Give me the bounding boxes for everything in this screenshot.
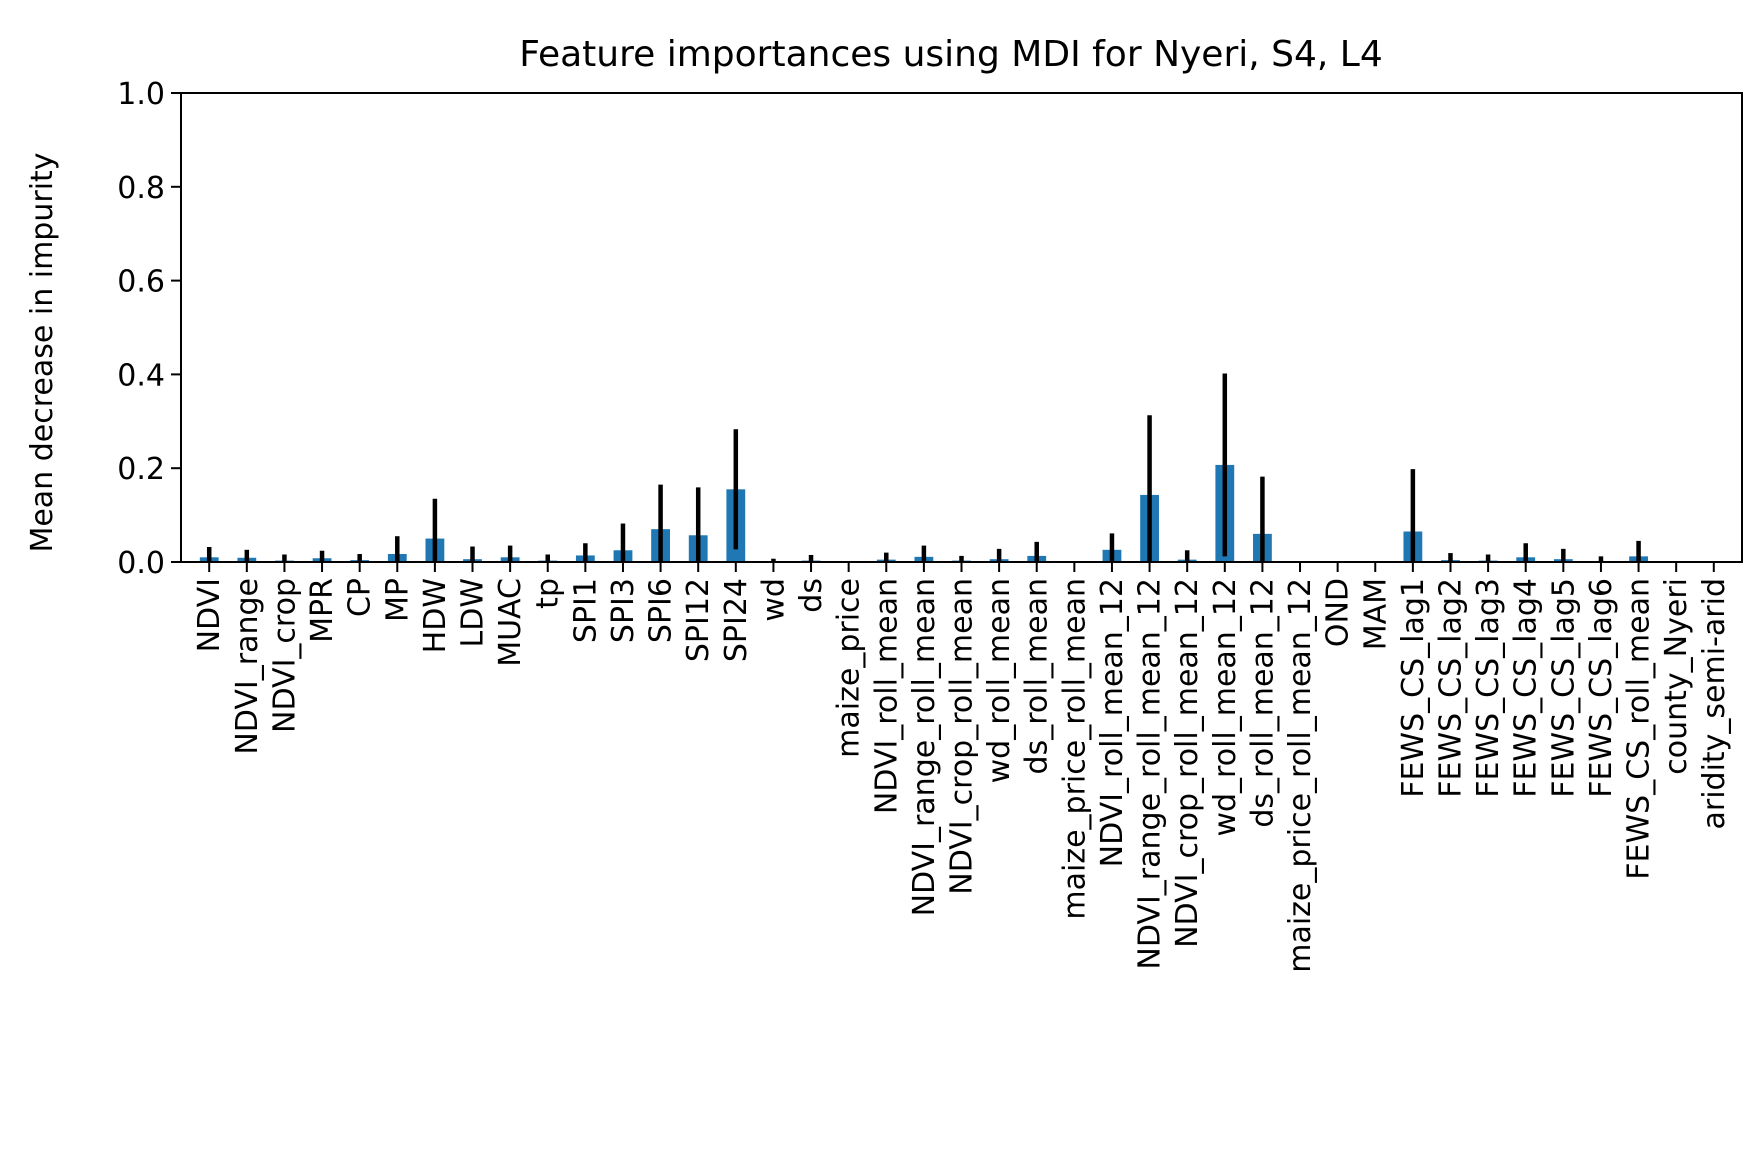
- x-tick-label: NDVI_range_roll_mean_12: [1133, 578, 1168, 970]
- x-tick-label: NDVI_roll_mean_12: [1095, 578, 1130, 867]
- x-tick-label: aridity_semi-arid: [1697, 578, 1732, 830]
- x-tick-label: maize_price: [832, 578, 867, 758]
- x-tick-label: SPI1: [568, 578, 603, 643]
- x-tick-label: MUAC: [493, 578, 528, 667]
- x-tick-label: SPI3: [606, 578, 641, 643]
- x-tick-label: SPI12: [681, 578, 716, 662]
- y-tick-label: 1.0: [117, 77, 165, 112]
- x-tick-label: NDVI_roll_mean: [869, 578, 904, 814]
- x-tick-label: CP: [343, 578, 378, 617]
- x-tick-label: HDW: [418, 578, 453, 653]
- x-tick-label: FEWS_CS_lag3: [1471, 578, 1506, 798]
- x-tick-label: LDW: [456, 578, 491, 647]
- y-tick-label: 0.4: [117, 358, 165, 393]
- x-tick-label: NDVI_range: [230, 578, 265, 755]
- x-tick-label: MPR: [305, 578, 340, 643]
- x-tick-label: NDVI_crop_roll_mean_12: [1170, 578, 1205, 948]
- y-tick-label: 0.8: [117, 171, 165, 206]
- x-tick-label: FEWS_CS_roll_mean: [1622, 578, 1657, 880]
- x-tick-label: maize_price_roll_mean_12: [1283, 578, 1318, 973]
- x-tick-label: FEWS_CS_lag6: [1584, 578, 1619, 798]
- x-tick-label: MP: [380, 578, 415, 622]
- y-tick-label: 0.6: [117, 265, 165, 300]
- x-tick-label: ds_roll_mean_12: [1245, 578, 1280, 828]
- x-tick-label: FEWS_CS_lag2: [1433, 578, 1468, 798]
- x-tick-label: OND: [1321, 578, 1356, 647]
- x-tick-label: NDVI_crop_roll_mean: [945, 578, 980, 895]
- x-tick-label: county_Nyeri: [1659, 578, 1694, 775]
- y-tick-label: 0.0: [117, 546, 165, 581]
- x-tick-label: wd_roll_mean_12: [1208, 578, 1243, 837]
- x-tick-label: FEWS_CS_lag4: [1509, 578, 1544, 798]
- x-tick-label: wd: [756, 578, 791, 622]
- x-tick-label: NDVI_range_roll_mean: [907, 578, 942, 916]
- x-tick-label: SPI6: [644, 578, 679, 643]
- x-tick-label: ds_roll_mean: [1020, 578, 1055, 774]
- x-tick-label: FEWS_CS_lag5: [1546, 578, 1581, 798]
- x-tick-label: maize_price_roll_mean: [1057, 578, 1092, 920]
- x-tick-label: NDVI_crop: [267, 578, 302, 733]
- x-tick-label: NDVI: [192, 578, 227, 652]
- x-tick-label: ds: [794, 578, 829, 613]
- x-tick-label: tp: [531, 578, 566, 609]
- x-tick-label: FEWS_CS_lag1: [1396, 578, 1431, 798]
- chart-title: Feature importances using MDI for Nyeri,…: [519, 34, 1383, 75]
- y-axis-label: Mean decrease in impurity: [25, 152, 60, 552]
- x-tick-label: SPI24: [719, 578, 754, 662]
- x-tick-label: MAM: [1358, 578, 1393, 650]
- x-tick-label: wd_roll_mean: [982, 578, 1017, 783]
- y-tick-label: 0.2: [117, 452, 165, 487]
